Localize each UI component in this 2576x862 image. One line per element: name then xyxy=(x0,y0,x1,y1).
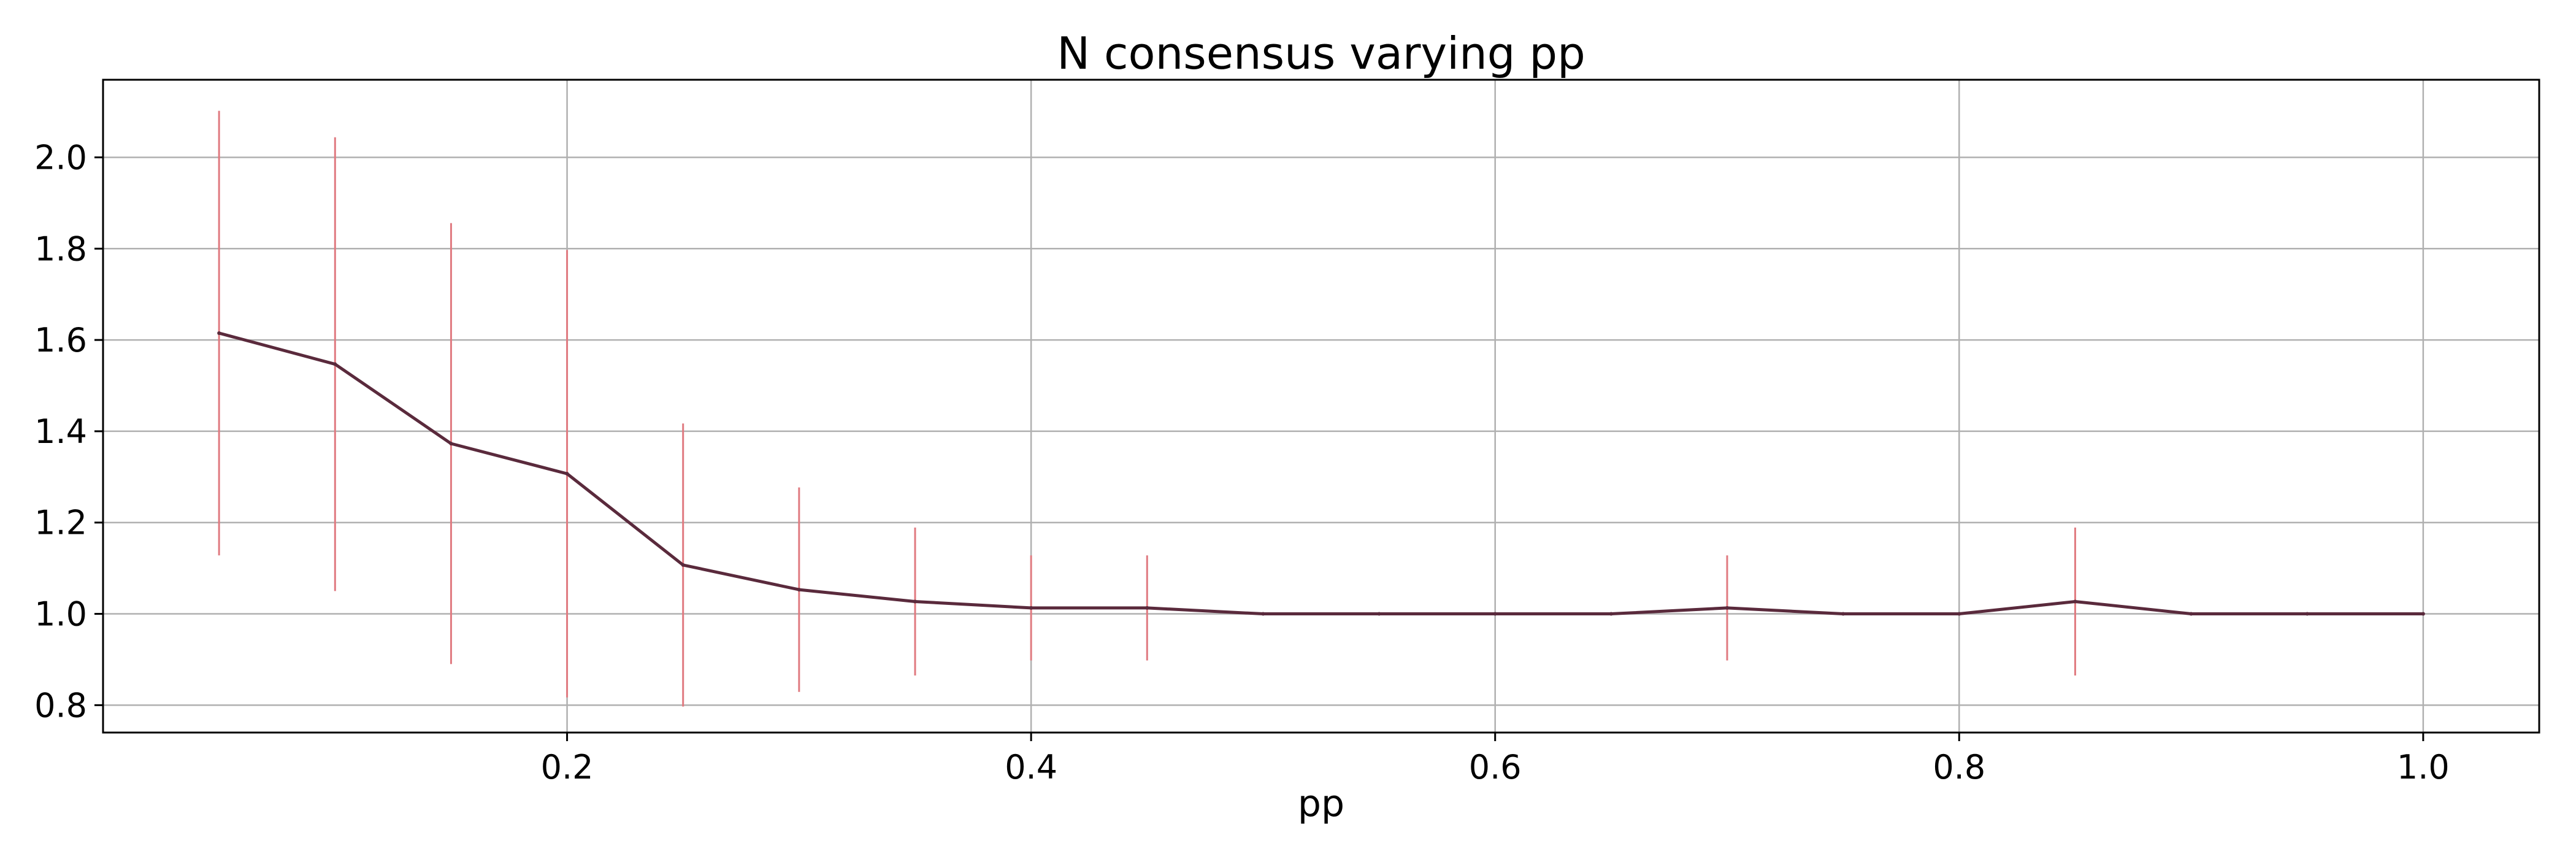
data-series xyxy=(217,331,2425,616)
data-point xyxy=(2189,612,2193,616)
x-tick-label: 0.2 xyxy=(541,748,594,787)
data-point xyxy=(1493,612,1497,616)
data-point xyxy=(2305,612,2309,616)
x-tick-label: 0.8 xyxy=(1933,748,1985,787)
data-point xyxy=(1377,612,1381,616)
axis-ticks: 0.2 0.4 0.6 0.8 1.0 0.8 1.0 1.2 1.4 1.6 1.8 2.0 xyxy=(34,138,2450,787)
x-axis-label: pp xyxy=(1298,782,1344,825)
data-point xyxy=(1609,612,1613,616)
grid xyxy=(103,80,2539,733)
data-point xyxy=(681,563,685,567)
y-tick-label: 1.6 xyxy=(34,321,87,360)
y-tick-label: 2.0 xyxy=(34,138,87,177)
data-point xyxy=(449,442,453,446)
data-point xyxy=(1725,606,1729,610)
data-point xyxy=(1841,612,1846,616)
y-tick-label: 1.2 xyxy=(34,504,87,542)
data-point xyxy=(2421,612,2425,616)
data-point xyxy=(1145,606,1149,610)
data-point xyxy=(217,331,221,335)
error-bars xyxy=(218,110,2076,707)
data-point xyxy=(913,599,917,604)
data-point xyxy=(1261,612,1265,616)
y-tick-label: 1.0 xyxy=(34,595,87,634)
chart-title: N consensus varying pp xyxy=(1057,28,1585,79)
x-tick-label: 1.0 xyxy=(2397,748,2450,787)
plot-frame xyxy=(102,79,2540,734)
x-tick-label: 0.6 xyxy=(1469,748,1522,787)
data-point xyxy=(333,362,337,366)
data-point xyxy=(2073,599,2077,604)
data-point xyxy=(1029,606,1033,610)
y-tick-label: 0.8 xyxy=(34,686,87,725)
data-point xyxy=(797,588,801,592)
y-tick-label: 1.4 xyxy=(34,412,87,451)
data-point xyxy=(565,472,569,476)
series-line xyxy=(218,331,2423,616)
x-tick-label: 0.4 xyxy=(1005,748,1057,787)
data-point xyxy=(1957,612,1961,616)
y-tick-label: 1.8 xyxy=(34,229,87,268)
